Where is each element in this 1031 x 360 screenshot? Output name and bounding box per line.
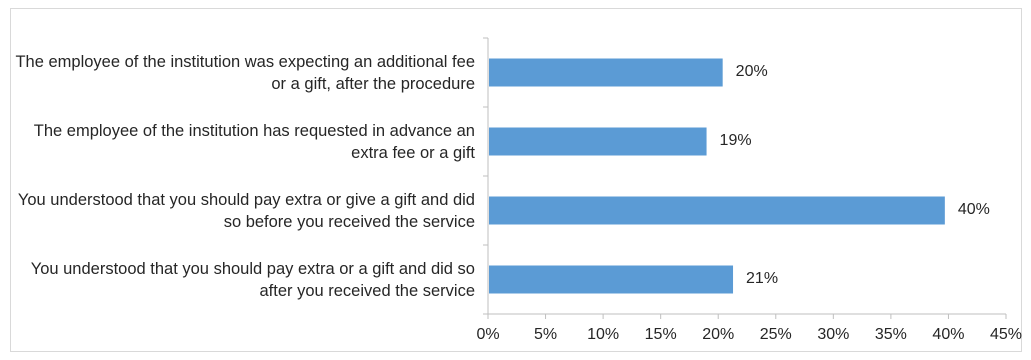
x-tick-label: 15% — [644, 326, 677, 343]
bar — [489, 196, 945, 225]
x-tick-label: 40% — [932, 326, 965, 343]
x-tick-label: 30% — [817, 326, 850, 343]
x-tick-label: 25% — [759, 326, 792, 343]
category-label: The employee of the institution has requ… — [33, 121, 475, 162]
x-tick-label: 45% — [989, 326, 1023, 343]
bar-data-label: 40% — [957, 200, 990, 218]
bar-data-label: 20% — [735, 62, 768, 80]
category-label: You understood that you should pay extra… — [17, 190, 475, 231]
bar-data-label: 21% — [746, 269, 779, 287]
bar — [489, 265, 734, 294]
category-label: The employee of the institution was expe… — [15, 52, 475, 93]
bar — [489, 58, 723, 87]
bar-data-label: 19% — [719, 131, 752, 149]
x-tick-label: 5% — [533, 326, 558, 343]
category-label: You understood that you should pay extra… — [30, 259, 475, 300]
bar — [489, 127, 707, 156]
x-tick-label: 0% — [476, 326, 500, 343]
x-tick-label: 10% — [587, 326, 620, 343]
x-tick-label: 20% — [702, 326, 735, 343]
x-tick-label: 35% — [874, 326, 907, 343]
